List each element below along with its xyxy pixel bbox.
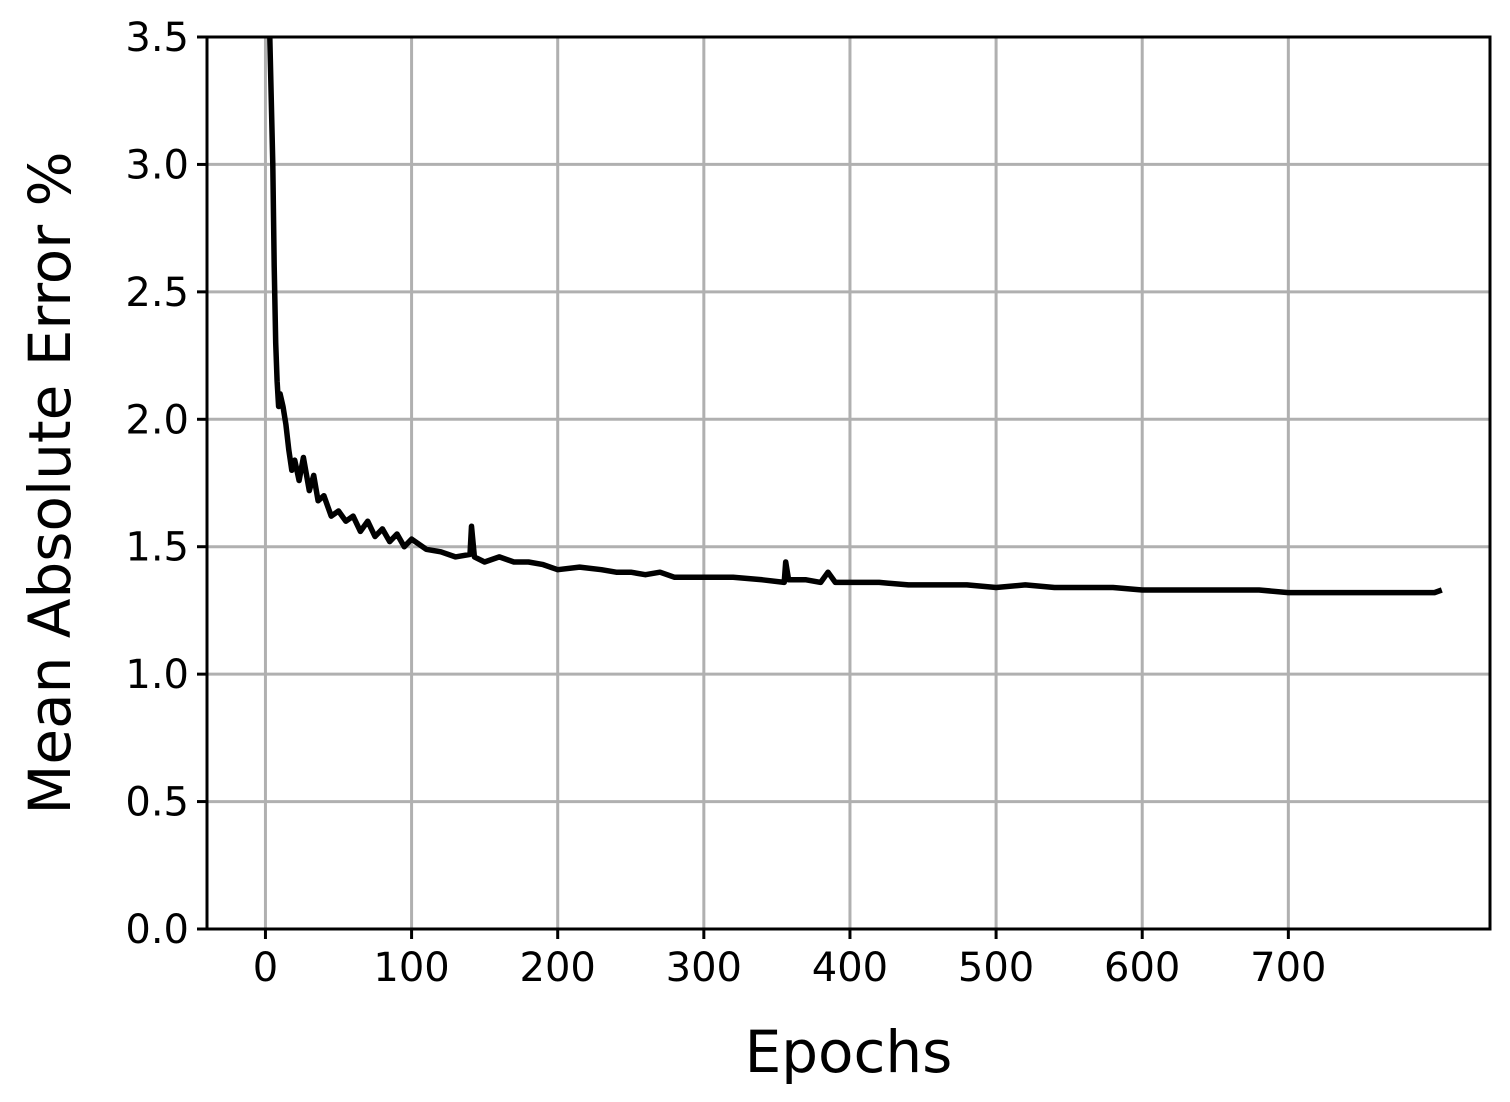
x-tick-label: 400 [812,945,888,991]
x-axis: 0 100 200 300 400 500 600 700 [253,929,1327,991]
series-line-mae [267,36,1443,596]
y-tick-label: 0.0 [125,907,189,953]
y-tick-label: 3.0 [125,142,189,188]
y-tick-label: 1.5 [125,525,189,571]
x-tick-label: 300 [666,945,742,991]
y-tick-label: 2.5 [125,270,189,316]
y-tick-label: 3.5 [125,15,189,61]
x-tick-label: 700 [1250,945,1326,991]
y-tick-label: 0.5 [125,780,189,826]
y-axis: 0.0 0.5 1.0 1.5 2.0 2.5 3.0 3.5 [125,15,207,953]
x-axis-label: Epochs [745,1018,953,1086]
x-tick-label: 100 [373,945,449,991]
grid-lines [207,35,1490,931]
x-tick-label: 600 [1104,945,1180,991]
x-tick-label: 500 [958,945,1034,991]
y-axis-label: Mean Absolute Error % [16,151,84,814]
y-tick-label: 1.0 [125,652,189,698]
x-tick-label: 200 [520,945,596,991]
x-tick-label: 0 [253,945,278,991]
y-tick-label: 2.0 [125,397,189,443]
